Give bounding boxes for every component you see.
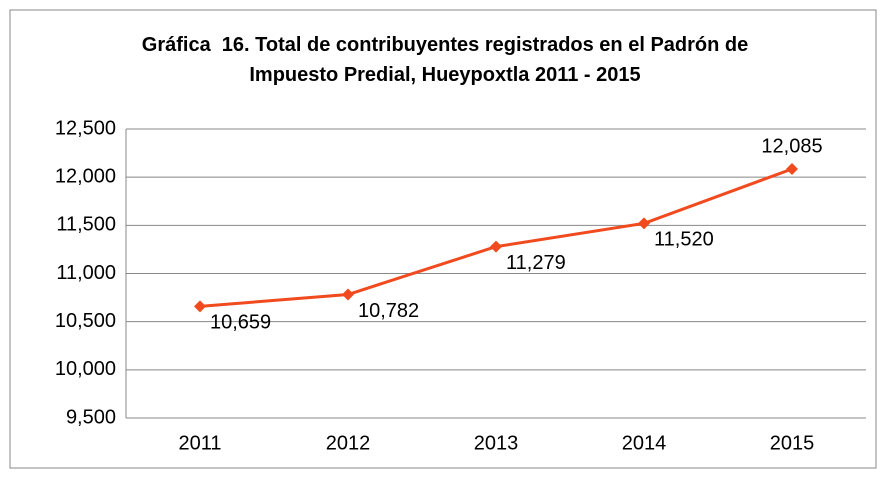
chart-border	[9, 9, 877, 469]
marker	[638, 217, 650, 230]
data-label: 11,520	[654, 229, 714, 251]
marker	[786, 162, 798, 175]
data-label: 12,085	[761, 135, 822, 157]
data-label: 10,782	[358, 300, 419, 322]
y-tick-label: 11,500	[56, 214, 116, 236]
x-tick-label: 2012	[326, 432, 371, 454]
marker	[490, 240, 502, 253]
x-tick-label: 2013	[474, 432, 519, 454]
x-tick-label: 2014	[622, 432, 667, 454]
marker	[342, 288, 354, 301]
y-tick-label: 10,500	[55, 310, 116, 332]
x-tick-label: 2015	[770, 432, 815, 454]
y-tick-label: 12,500	[55, 117, 116, 139]
x-tick-label: 2011	[178, 432, 221, 454]
y-tick-label: 9,500	[66, 406, 116, 428]
y-tick-label: 12,000	[55, 165, 116, 187]
marker	[194, 300, 206, 313]
chart-title: Gráfica 16. Total de contribuyentes regi…	[141, 34, 754, 86]
y-tick-label: 10,000	[55, 358, 116, 380]
data-label: 10,659	[210, 312, 271, 334]
data-label: 11,279	[506, 252, 566, 274]
y-tick-label: 11,000	[56, 262, 116, 284]
